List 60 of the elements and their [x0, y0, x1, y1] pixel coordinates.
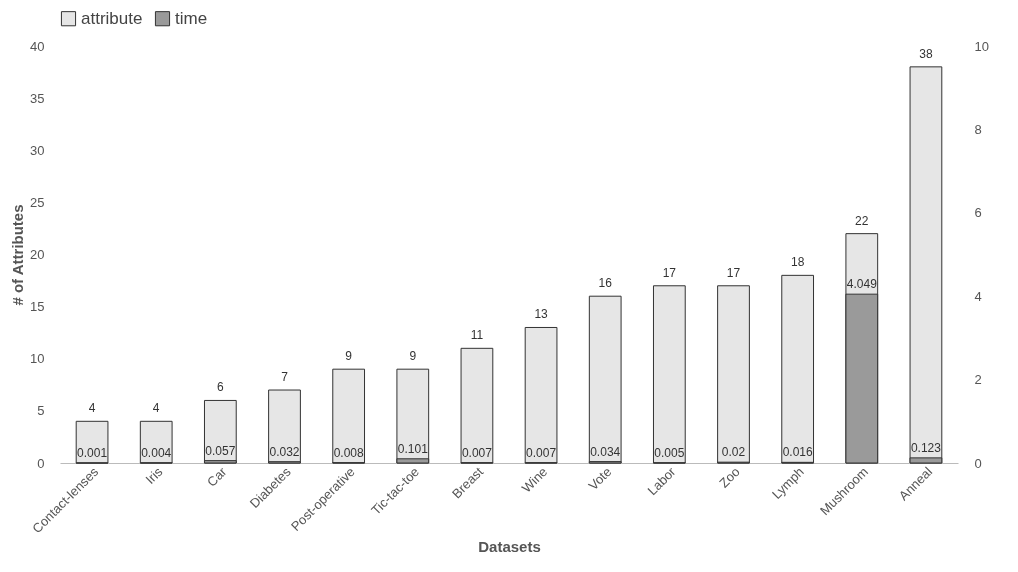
data-label: 6 [217, 380, 225, 395]
data-label: 22 [855, 213, 869, 228]
y2-tick-label: 6 [974, 205, 982, 221]
data-label: 0.034 [590, 444, 621, 459]
data-label: 0.005 [654, 445, 685, 460]
data-label: 0.123 [910, 440, 942, 455]
y-tick-label: 15 [30, 299, 45, 315]
data-label: 38 [919, 46, 933, 61]
x-axis-title: Datasets [478, 538, 541, 555]
data-label: 0.016 [782, 445, 813, 460]
x-tick-label: Zoo [716, 464, 743, 491]
bar [460, 347, 494, 464]
x-tick-label: Car [204, 463, 231, 490]
y-tick-label: 30 [30, 142, 45, 158]
bar [524, 326, 558, 464]
y-tick-label: 10 [30, 351, 45, 367]
data-label: 0.008 [333, 445, 364, 460]
bar [75, 420, 109, 464]
bar [781, 274, 815, 464]
y-tick-label: 40 [30, 38, 45, 54]
y-tick-label: 0 [37, 455, 45, 471]
data-label: 18 [790, 255, 805, 270]
y2-tick-label: 10 [974, 38, 989, 54]
y-tick-label: 35 [30, 90, 45, 106]
bar [332, 368, 366, 464]
bar [717, 285, 750, 464]
data-label: 0.057 [205, 443, 236, 458]
legend-label: attribute [81, 8, 143, 28]
data-label: 4 [152, 401, 160, 416]
y2-tick-label: 8 [974, 121, 982, 137]
x-tick-label: Vote [585, 464, 615, 494]
data-label: 0.004 [141, 445, 172, 460]
y2-tick-label: 4 [974, 288, 982, 304]
data-label: 9 [409, 349, 417, 364]
data-label: 0.007 [461, 445, 493, 460]
x-tick-label: Iris [142, 463, 166, 487]
data-label: 9 [345, 349, 353, 364]
bar [652, 285, 686, 464]
data-label: 0.032 [269, 444, 300, 459]
y-axis-title: # of Attributes [9, 204, 27, 306]
bar [588, 295, 622, 464]
data-label: 0.007 [526, 445, 557, 460]
y-tick-label: 20 [30, 247, 45, 262]
data-label: 0.02 [721, 445, 746, 460]
data-label: 17 [662, 265, 677, 280]
bar [268, 389, 301, 464]
y2-tick-label: 2 [974, 372, 982, 388]
y2-tick-label: 0 [974, 455, 982, 471]
data-label: 16 [598, 276, 613, 291]
data-label: 0.101 [397, 441, 429, 456]
data-label: 17 [726, 265, 741, 280]
data-label: 13 [534, 307, 549, 322]
y-tick-label: 25 [30, 194, 45, 210]
y-tick-label: 5 [37, 403, 45, 419]
data-label: 11 [470, 328, 484, 343]
legend-label: time [175, 8, 208, 28]
data-label: 0.001 [77, 445, 108, 460]
data-label: 4 [88, 401, 96, 416]
data-label: 7 [281, 370, 289, 385]
data-label: 4.049 [846, 277, 878, 292]
